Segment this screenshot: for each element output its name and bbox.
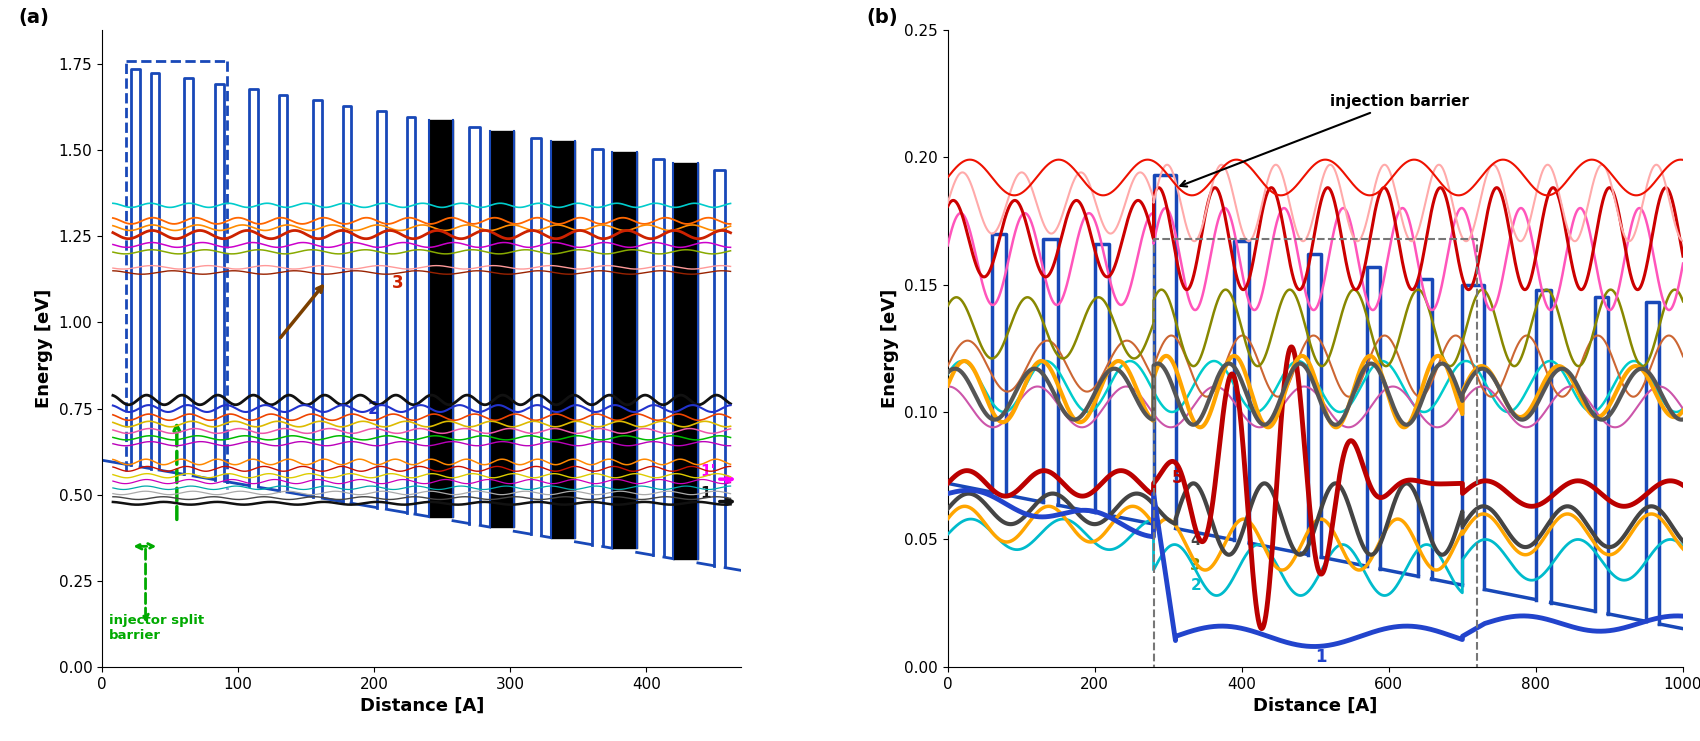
Text: 2: 2 [1190, 579, 1202, 594]
Text: injection barrier: injection barrier [1180, 94, 1469, 187]
Text: 1: 1 [1316, 648, 1326, 666]
Text: 2: 2 [367, 399, 379, 418]
Text: 1': 1' [700, 464, 716, 479]
X-axis label: Distance [A]: Distance [A] [359, 697, 484, 715]
Text: 3: 3 [391, 274, 403, 292]
Text: 5: 5 [1171, 469, 1183, 488]
Text: (a): (a) [19, 8, 49, 27]
Y-axis label: Energy [eV]: Energy [eV] [881, 289, 899, 408]
Text: 1: 1 [700, 486, 711, 501]
Text: injector split
barrier: injector split barrier [109, 614, 204, 642]
Text: (b): (b) [867, 8, 898, 27]
X-axis label: Distance [A]: Distance [A] [1253, 697, 1377, 715]
Y-axis label: Energy [eV]: Energy [eV] [36, 289, 53, 408]
Text: 3: 3 [1190, 558, 1200, 573]
Text: 4: 4 [1190, 533, 1200, 548]
